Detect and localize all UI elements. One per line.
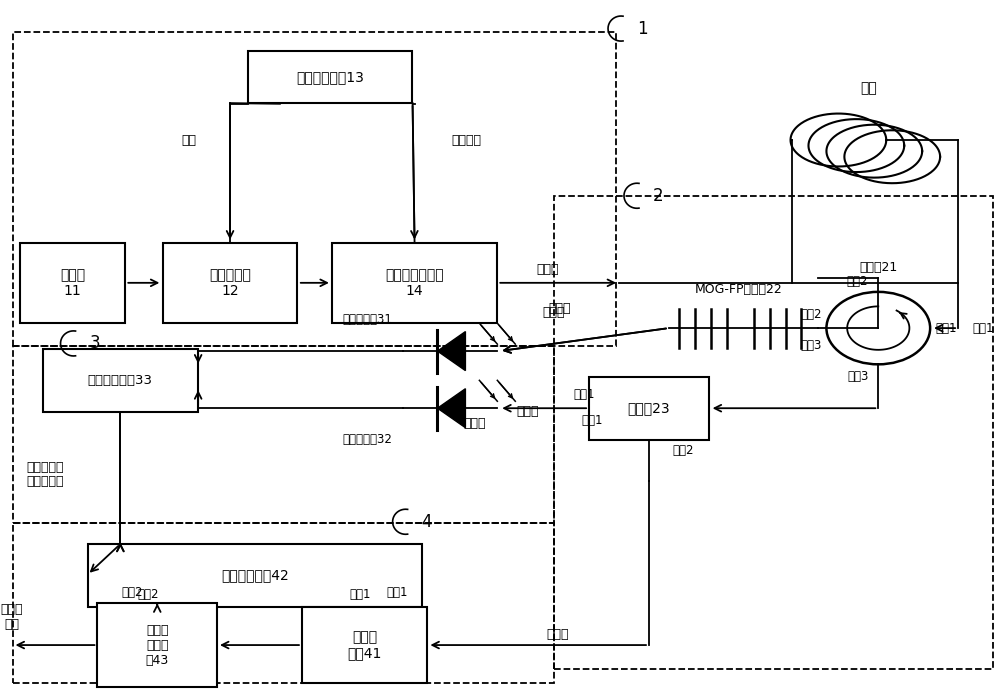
Text: 光标签: 光标签 — [542, 306, 564, 319]
FancyBboxPatch shape — [97, 603, 217, 687]
Text: 端口1: 端口1 — [574, 388, 595, 401]
Text: 端口2: 端口2 — [122, 586, 143, 600]
Text: 光功率比值: 光功率比值 — [26, 475, 64, 488]
Text: 1: 1 — [637, 20, 648, 38]
Text: 分束器23: 分束器23 — [628, 401, 670, 415]
FancyBboxPatch shape — [43, 349, 198, 412]
Text: 光功率比较器33: 光功率比较器33 — [88, 374, 153, 387]
FancyBboxPatch shape — [248, 51, 412, 103]
Text: 光纤: 光纤 — [860, 81, 877, 95]
Text: 激光器
11: 激光器 11 — [60, 268, 85, 298]
Text: 4: 4 — [422, 513, 432, 530]
Text: MOG-FP滤波器22: MOG-FP滤波器22 — [695, 283, 783, 296]
Polygon shape — [437, 389, 465, 428]
Text: 光强调制器
12: 光强调制器 12 — [209, 268, 251, 298]
Text: 端口2: 端口2 — [800, 308, 821, 320]
Text: 环形器21: 环形器21 — [859, 261, 897, 274]
Text: 端口2: 端口2 — [138, 588, 159, 601]
Text: 端口1: 端口1 — [972, 322, 994, 334]
Text: 端口1: 端口1 — [935, 322, 957, 334]
FancyBboxPatch shape — [88, 544, 422, 607]
FancyBboxPatch shape — [20, 243, 125, 323]
Text: 光标签
产生单
元43: 光标签 产生单 元43 — [146, 623, 169, 667]
Text: 光开关
矩阵41: 光开关 矩阵41 — [348, 630, 382, 660]
Text: 光净荷: 光净荷 — [546, 628, 568, 641]
Text: 路由信息: 路由信息 — [451, 133, 481, 147]
FancyBboxPatch shape — [163, 243, 297, 323]
Text: 光功率比值: 光功率比值 — [26, 461, 64, 474]
Text: 3: 3 — [89, 334, 100, 352]
Text: 端口1: 端口1 — [349, 588, 370, 601]
Text: 光净荷: 光净荷 — [517, 406, 539, 418]
Text: 光电探测器32: 光电探测器32 — [343, 433, 393, 446]
Text: 数据信息终端13: 数据信息终端13 — [296, 70, 364, 84]
Text: 端口2: 端口2 — [673, 443, 694, 456]
FancyBboxPatch shape — [332, 243, 497, 323]
Text: 2: 2 — [653, 187, 664, 205]
Text: 光电探测器31: 光电探测器31 — [343, 313, 393, 326]
Text: 光净荷: 光净荷 — [463, 417, 486, 430]
Polygon shape — [437, 332, 465, 371]
Text: 新的光
分组: 新的光 分组 — [1, 603, 23, 631]
Text: 端口1: 端口1 — [582, 414, 603, 427]
Text: 端口1: 端口1 — [387, 586, 408, 600]
FancyBboxPatch shape — [589, 377, 709, 440]
Text: 端口3: 端口3 — [847, 371, 868, 383]
Text: 数据: 数据 — [181, 133, 196, 147]
Text: 光分组: 光分组 — [536, 263, 558, 276]
Text: 端口3: 端口3 — [800, 339, 821, 352]
Text: 光标签: 光标签 — [548, 302, 570, 315]
Text: 微波磁光调制器
14: 微波磁光调制器 14 — [385, 268, 444, 298]
Text: 端口2: 端口2 — [847, 275, 868, 288]
Text: 路由控制单元42: 路由控制单元42 — [221, 568, 289, 582]
FancyBboxPatch shape — [302, 607, 427, 683]
